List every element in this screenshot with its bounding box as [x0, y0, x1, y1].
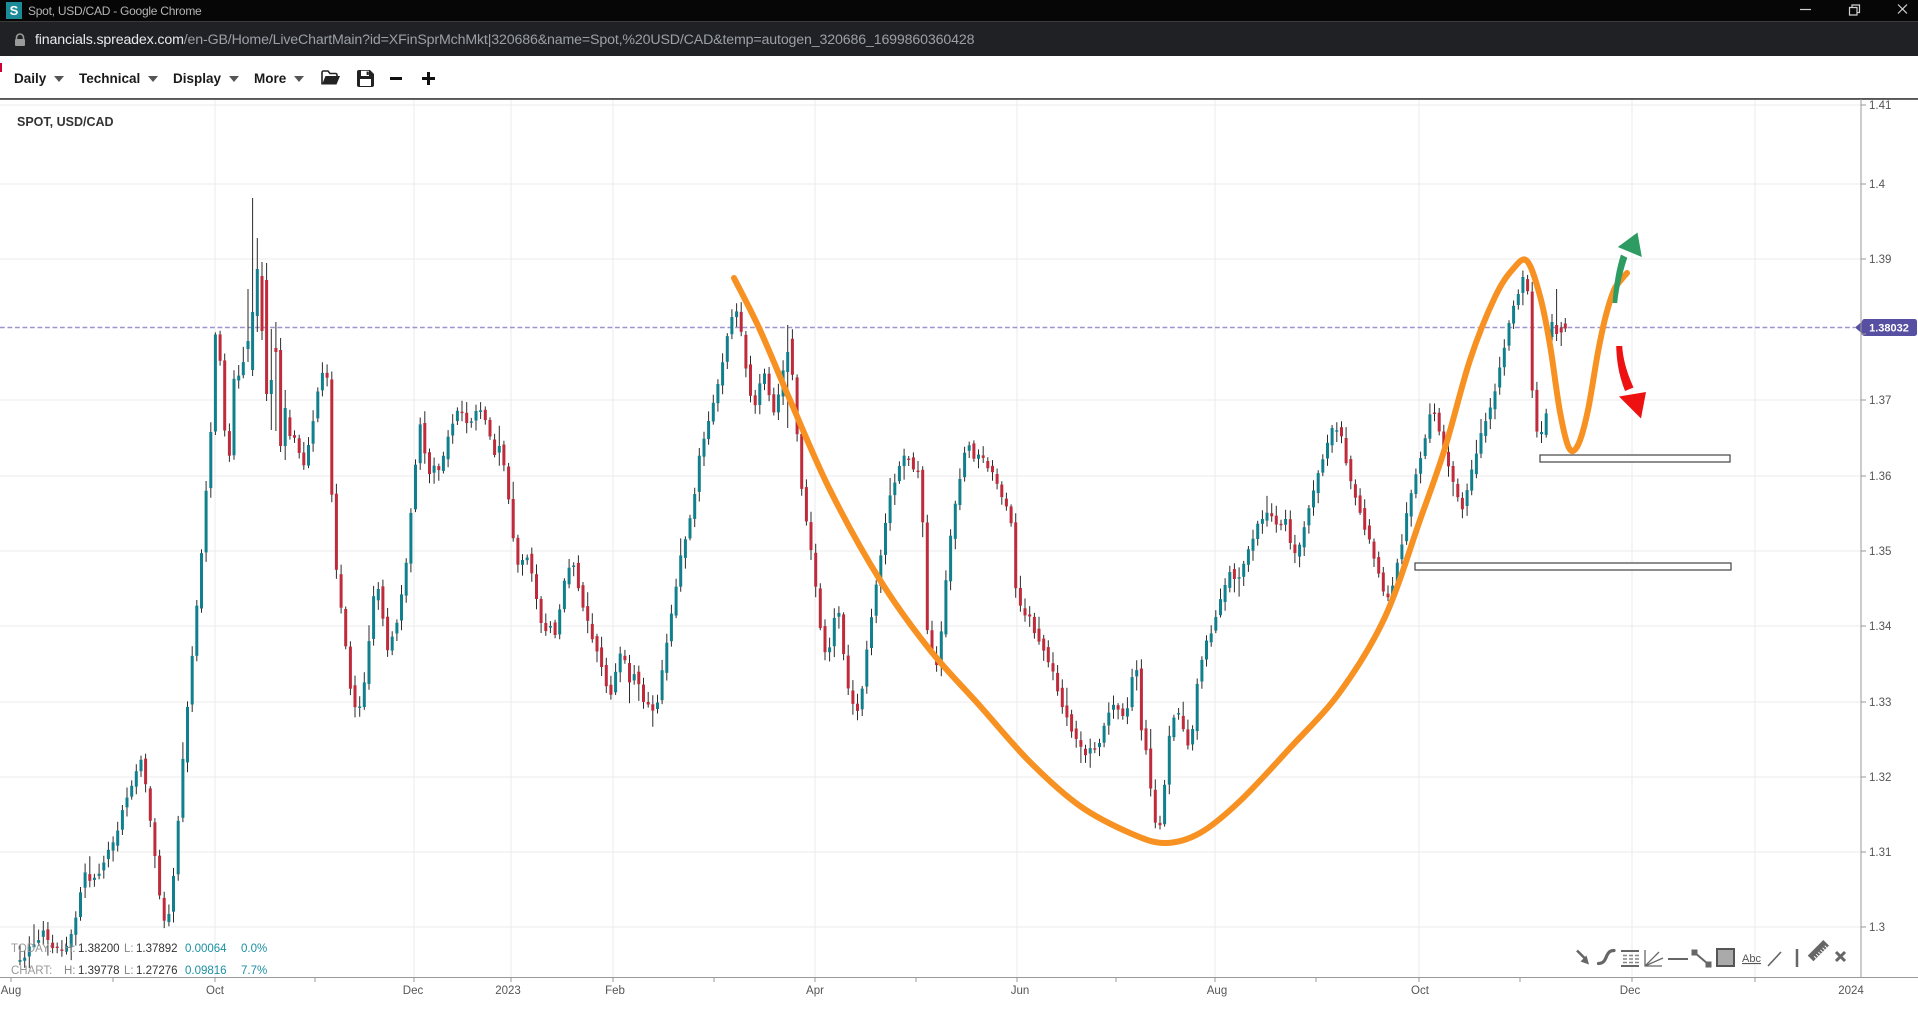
svg-text:Apr: Apr [806, 985, 824, 997]
svg-text:Feb: Feb [605, 985, 625, 997]
svg-text:SPOT, USD/CAD: SPOT, USD/CAD [17, 115, 114, 129]
svg-text:1.3: 1.3 [1869, 922, 1885, 934]
svg-text:1.31: 1.31 [1869, 847, 1891, 859]
svg-text:1.4: 1.4 [1869, 179, 1886, 191]
svg-text:H:: H: [64, 943, 76, 955]
svg-text:2023: 2023 [495, 985, 521, 997]
svg-text:Oct: Oct [206, 985, 225, 997]
svg-text:1.33: 1.33 [1869, 697, 1891, 709]
svg-text:1.39778: 1.39778 [78, 965, 120, 977]
svg-text:CHART:: CHART: [11, 965, 52, 977]
svg-text:1.41: 1.41 [1869, 100, 1891, 112]
svg-text:1.32: 1.32 [1869, 772, 1891, 784]
svg-text:Jun: Jun [1011, 985, 1030, 997]
svg-text:Oct: Oct [1411, 985, 1430, 997]
svg-text:1.34: 1.34 [1869, 621, 1892, 633]
svg-text:1.38200: 1.38200 [78, 943, 120, 955]
svg-text:Dec: Dec [1620, 985, 1641, 997]
svg-text:1.37892: 1.37892 [136, 943, 178, 955]
svg-text:TODAY:: TODAY: [11, 943, 52, 955]
svg-text:Aug: Aug [1207, 985, 1227, 997]
svg-text:1.38032: 1.38032 [1869, 323, 1909, 335]
svg-text:L:: L: [124, 965, 134, 977]
svg-text:1.27276: 1.27276 [136, 965, 178, 977]
svg-text:1.39: 1.39 [1869, 254, 1891, 266]
svg-text:Aug: Aug [1, 985, 21, 997]
svg-text:0.0%: 0.0% [241, 943, 267, 955]
svg-text:1.35: 1.35 [1869, 546, 1891, 558]
svg-text:H:: H: [64, 965, 76, 977]
svg-text:7.7%: 7.7% [241, 965, 267, 977]
svg-text:1.36: 1.36 [1869, 471, 1891, 483]
svg-text:L:: L: [124, 943, 134, 955]
svg-text:1.37: 1.37 [1869, 395, 1891, 407]
svg-text:Abc: Abc [1742, 953, 1761, 965]
svg-text:0.09816: 0.09816 [185, 965, 227, 977]
svg-text:Dec: Dec [403, 985, 424, 997]
svg-text:2024: 2024 [1838, 985, 1864, 997]
svg-text:0.00064: 0.00064 [185, 943, 227, 955]
